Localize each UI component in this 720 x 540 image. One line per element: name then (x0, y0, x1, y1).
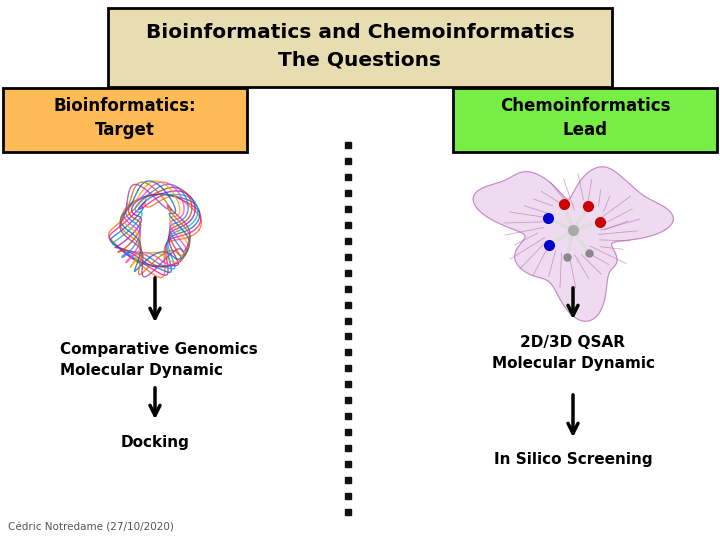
Polygon shape (473, 167, 673, 321)
FancyBboxPatch shape (108, 8, 612, 87)
Text: In Silico Screening: In Silico Screening (494, 452, 652, 467)
Text: Bioinformatics and Chemoinformatics: Bioinformatics and Chemoinformatics (145, 23, 575, 42)
Text: Docking: Docking (120, 435, 189, 450)
Text: Chemoinformatics
Lead: Chemoinformatics Lead (500, 97, 670, 139)
Text: Cédric Notredame (27/10/2020): Cédric Notredame (27/10/2020) (8, 522, 174, 532)
Text: 2D/3D QSAR
Molecular Dynamic: 2D/3D QSAR Molecular Dynamic (492, 335, 654, 371)
Text: Bioinformatics:
Target: Bioinformatics: Target (54, 97, 197, 139)
Text: Comparative Genomics
Molecular Dynamic: Comparative Genomics Molecular Dynamic (60, 342, 258, 378)
Text: The Questions: The Questions (279, 51, 441, 70)
FancyBboxPatch shape (3, 88, 247, 152)
FancyBboxPatch shape (453, 88, 717, 152)
